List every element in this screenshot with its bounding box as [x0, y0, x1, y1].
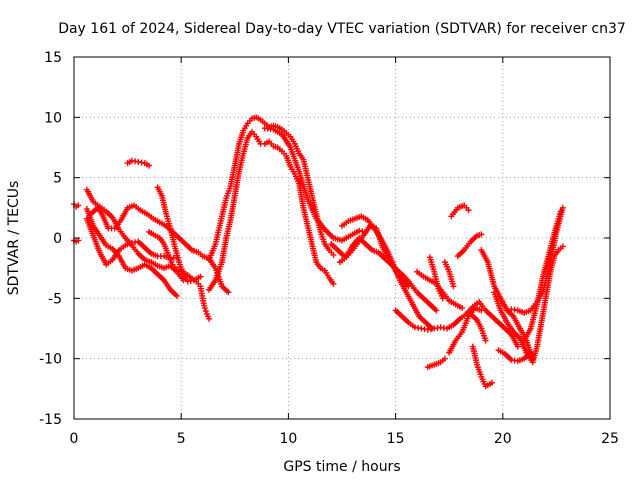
x-tick-label: 10 — [279, 431, 297, 447]
data-point — [201, 304, 208, 311]
data-point — [180, 277, 187, 284]
x-tick-label: 15 — [387, 431, 405, 447]
data-point — [197, 273, 204, 280]
data-point — [146, 162, 153, 169]
data-point — [559, 243, 566, 250]
data-point — [465, 207, 472, 214]
chart-title: Day 161 of 2024, Sidereal Day-to-day VTE… — [58, 21, 626, 37]
data-point — [478, 231, 485, 238]
data-point — [527, 349, 534, 356]
data-point — [441, 355, 448, 362]
x-tick-label: 5 — [177, 431, 186, 447]
data-point — [514, 343, 521, 350]
data-point — [75, 202, 82, 209]
data-point — [478, 307, 485, 314]
y-tick-label: -15 — [39, 412, 62, 428]
data-point — [202, 308, 209, 315]
data-point — [482, 337, 489, 344]
data-point — [450, 283, 457, 290]
axis-ticks: 0 5 10 15 20 25 15 10 5 0 -5 -10 -15 — [39, 50, 619, 447]
data-point — [557, 208, 564, 215]
y-tick-label: 10 — [44, 110, 62, 126]
data-point — [173, 292, 180, 299]
y-tick-label: 15 — [44, 50, 62, 66]
data-point — [559, 204, 566, 211]
data-marks — [71, 114, 566, 390]
y-tick-label: 0 — [53, 231, 62, 247]
data-point — [206, 315, 213, 322]
y-axis-label: SDTVAR / TECUs — [6, 181, 22, 296]
data-point — [225, 289, 232, 296]
x-tick-label: 0 — [70, 431, 79, 447]
y-tick-label: -10 — [39, 352, 62, 368]
data-point — [439, 295, 446, 302]
data-point — [330, 280, 337, 287]
y-tick-label: 5 — [53, 171, 62, 187]
y-tick-label: -5 — [48, 291, 62, 307]
x-tick-label: 25 — [601, 431, 619, 447]
x-tick-label: 20 — [494, 431, 512, 447]
data-point — [459, 304, 466, 311]
data-point — [433, 307, 440, 314]
data-point — [489, 379, 496, 386]
data-point — [330, 251, 337, 258]
x-axis-label: GPS time / hours — [283, 459, 400, 475]
